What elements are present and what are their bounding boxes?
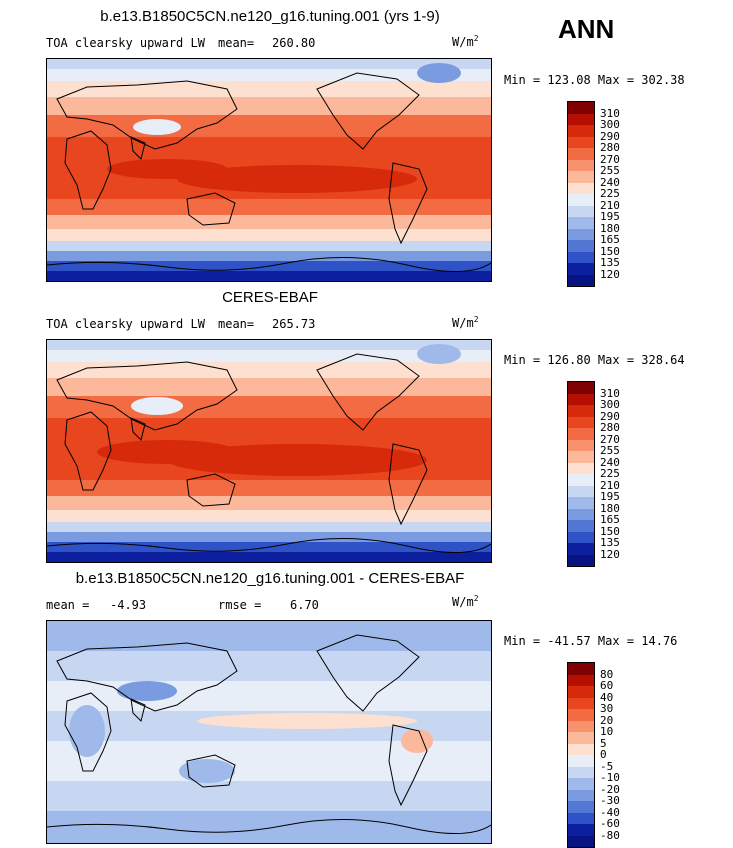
colorbar-tick-label: -40 (600, 805, 620, 819)
panel2-title: CERES-EBAF (222, 289, 318, 306)
colorbar-tick-label: 135 (600, 536, 620, 549)
panel1-title: b.e13.B1850C5CN.ne120_g16.tuning.001 (yr… (100, 8, 440, 25)
colorbar-tick-label: 180 (600, 501, 620, 515)
colorbar-tick-label: 165 (600, 233, 620, 246)
colorbar-tick-label: 280 (600, 141, 620, 154)
panel1-colorbar (567, 101, 595, 287)
panel3-rmse-value: 6.70 (290, 598, 319, 612)
panel1-field-label: TOA clearsky upward LW (46, 36, 205, 50)
colorbar-tick-label: 165 (600, 513, 620, 526)
panel1-units: W/m2 (452, 34, 479, 49)
colorbar-tick-label: 240 (600, 175, 620, 189)
colorbar-tick-label: 225 (600, 467, 620, 480)
colorbar-tick-label: -60 (600, 817, 620, 830)
colorbar-tick-label: 300 (600, 398, 620, 411)
colorbar-tick-label: -80 (600, 828, 620, 842)
colorbar-tick-label: 310 (600, 386, 620, 400)
colorbar-tick-label: 80 (600, 667, 614, 681)
panel2-mean-label: mean= (218, 317, 255, 331)
colorbar-tick-label: 255 (600, 164, 620, 177)
panel1-mean-value: 260.80 (272, 36, 316, 50)
colorbar-tick-label: 120 (600, 547, 620, 561)
panel1-mean-label: mean= (218, 36, 255, 50)
colorbar-tick-label: 60 (600, 679, 614, 692)
panel3-units: W/m2 (452, 594, 479, 609)
colorbar-tick-label: 20 (600, 713, 614, 727)
colorbar-tick-label: 280 (600, 421, 620, 434)
colorbar-tick-label: 135 (600, 256, 620, 269)
panel2-colorbar (567, 381, 595, 567)
colorbar-tick-label: 270 (600, 152, 620, 166)
colorbar-tick-label: 225 (600, 187, 620, 200)
panel2-field-label: TOA clearsky upward LW (46, 317, 205, 331)
panel3-mean-label: mean = (46, 598, 90, 612)
colorbar-tick-label: 290 (600, 129, 620, 143)
colorbar-tick-label: 210 (600, 198, 620, 212)
colorbar-tick-label: 290 (600, 409, 620, 423)
colorbar-tick-label: 255 (600, 444, 620, 457)
colorbar-tick-label: 150 (600, 524, 620, 538)
colorbar-tick-label: 270 (600, 432, 620, 446)
panel3-colorbar (567, 662, 595, 848)
colorbar-tick-label: 150 (600, 244, 620, 258)
colorbar-tick-label: 310 (600, 106, 620, 120)
colorbar-tick-label: 40 (600, 690, 614, 704)
colorbar-tick-label: 0 (600, 748, 607, 761)
panel2-units: W/m2 (452, 315, 479, 330)
panel1-map (46, 58, 492, 282)
colorbar-tick-label: -20 (600, 782, 620, 796)
colorbar-tick-label: 120 (600, 267, 620, 281)
colorbar-tick-label: 5 (600, 736, 607, 750)
panel1-minmax: Min = 123.08 Max = 302.38 (504, 73, 685, 87)
colorbar-tick-label: 240 (600, 455, 620, 469)
panel2-minmax: Min = 126.80 Max = 328.64 (504, 353, 685, 367)
panel2-mean-value: 265.73 (272, 317, 316, 331)
panel2-map (46, 339, 492, 563)
colorbar-tick-label: -5 (600, 759, 614, 773)
colorbar-tick-label: 195 (600, 210, 620, 223)
colorbar-tick-label: 300 (600, 118, 620, 131)
panel3-title: b.e13.B1850C5CN.ne120_g16.tuning.001 - C… (75, 570, 465, 587)
colorbar-tick-label: 210 (600, 478, 620, 492)
colorbar-tick-label: 30 (600, 702, 614, 715)
panel3-mean-value: -4.93 (110, 598, 147, 612)
colorbar-tick-label: -30 (600, 794, 620, 807)
colorbar-tick-label: 180 (600, 221, 620, 235)
colorbar-tick-label: 195 (600, 490, 620, 503)
colorbar-tick-label: -10 (600, 771, 620, 784)
panel3-rmse-label: rmse = (218, 598, 262, 612)
season-label: ANN (558, 14, 615, 44)
colorbar-tick-label: 10 (600, 725, 614, 738)
panel3-map (46, 620, 492, 844)
panel3-minmax: Min = -41.57 Max = 14.76 (504, 634, 678, 648)
